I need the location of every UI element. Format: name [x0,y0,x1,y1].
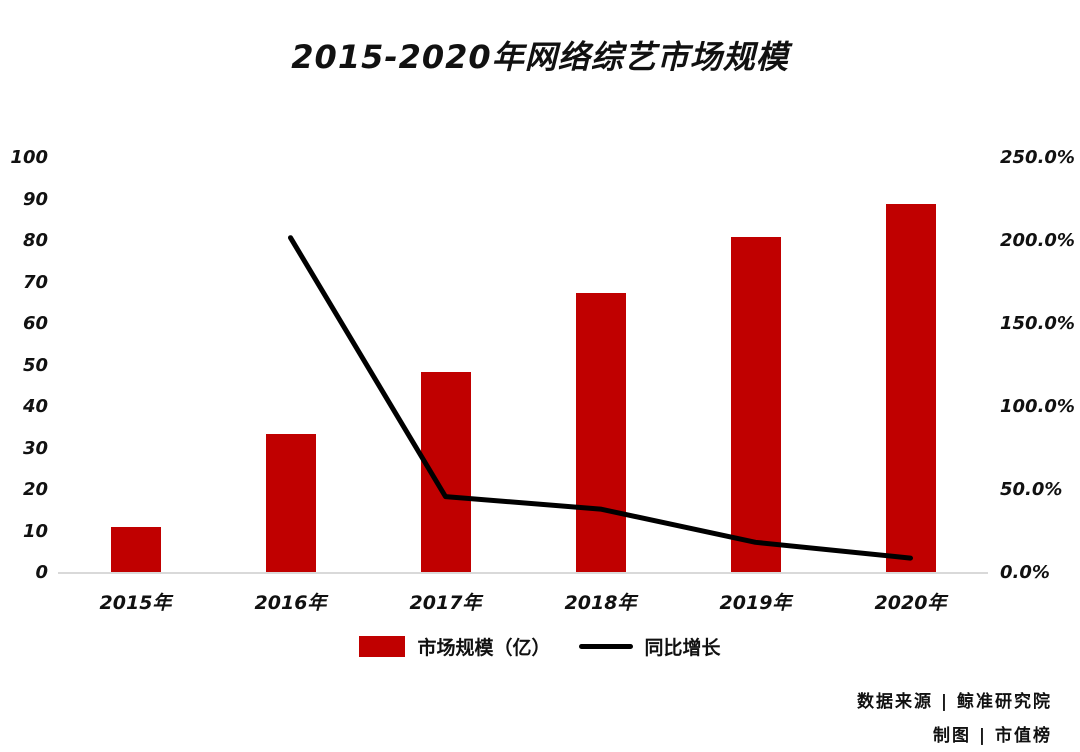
right-axis-tick-label: 250.0% [1000,147,1075,168]
left-axis-tick-label: 90 [22,188,48,210]
bar-2018年 [575,292,626,573]
x-axis-label-2018年: 2018年 [564,592,637,614]
chart-title: 2015-2020年网络综艺市场规模 [291,38,789,76]
right-axis-tick-label: 0.0% [1000,562,1050,583]
left-axis-tick-label: 10 [22,520,48,542]
x-axis-label-2017年: 2017年 [409,592,482,614]
credit-text: 制图 | 市值榜 [932,726,1052,746]
x-axis-label-2020年: 2020年 [874,592,947,614]
right-axis-tick-label: 150.0% [1000,313,1075,334]
bar-2017年 [420,371,471,573]
legend: 市场规模（亿） 同比增长 [0,633,1080,660]
left-axis-tick-label: 30 [22,437,48,459]
left-axis-tick-label: 100 [10,147,48,168]
right-axis-tick-label: 200.0% [1000,230,1075,251]
left-axis-tick-label: 40 [22,396,48,417]
left-axis-tick-label: 0 [35,562,48,583]
legend-bar-swatch [359,636,406,657]
legend-bar-label: 市场规模（亿） [417,637,551,659]
legend-line-swatch [578,644,633,649]
x-axis-label-2015年: 2015年 [99,592,172,614]
right-axis-tick-label: 50.0% [1000,479,1063,500]
right-axis-tick-label: 100.0% [1000,396,1075,417]
bar-2016年 [265,433,316,573]
x-axis-label-2016年: 2016年 [254,592,327,614]
left-axis-tick-label: 50 [22,354,48,376]
bar-2020年 [885,203,936,573]
left-axis-tick-label: 20 [22,479,48,500]
bar-2019年 [730,236,781,573]
legend-line-label: 同比增长 [644,637,721,659]
left-axis-tick-label: 80 [22,230,48,251]
left-axis-tick-label: 70 [22,271,48,293]
x-axis-line [58,572,988,574]
bar-2015年 [110,527,161,573]
source-text: 数据来源 | 鲸准研究院 [856,692,1052,712]
left-axis-tick-label: 60 [22,313,48,334]
x-axis-label-2019年: 2019年 [719,592,792,614]
